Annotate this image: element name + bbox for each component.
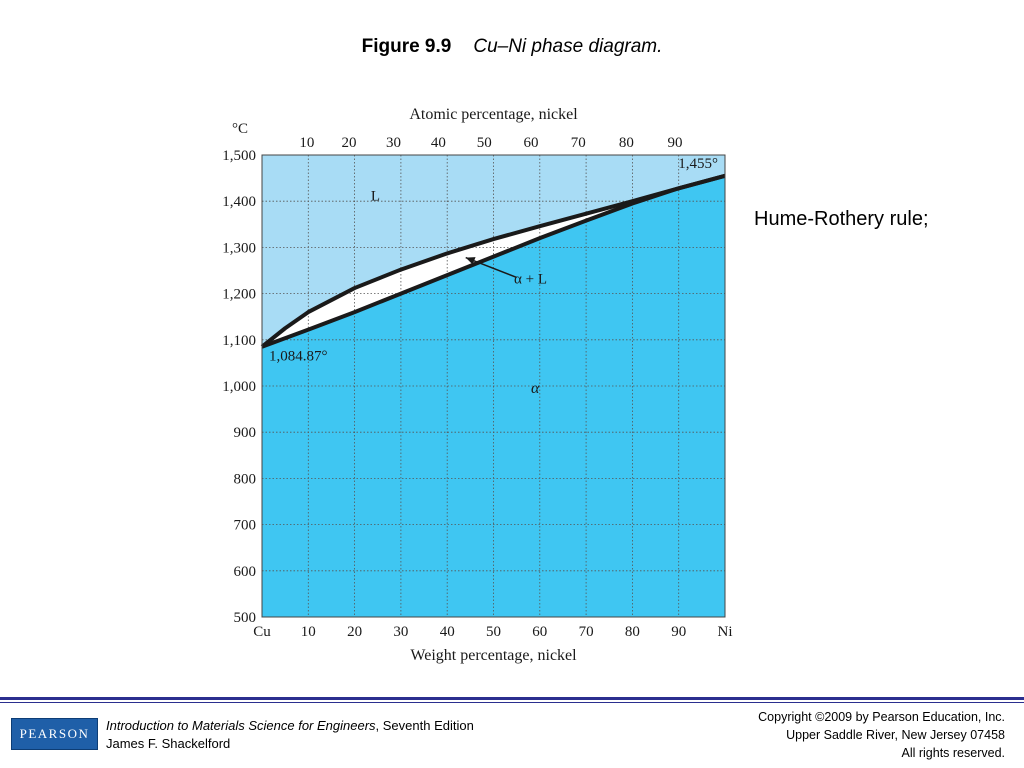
y-tick-label: 900 [234,425,257,441]
top-tick-label: 90 [667,135,682,151]
top-axis-label: Atomic percentage, nickel [409,106,578,123]
top-tick-label: 40 [431,135,446,151]
x-tick-label: Cu [253,624,271,640]
book-info: Introduction to Materials Science for En… [106,717,474,753]
footer-divider-thin [0,702,1024,703]
x-tick-label: 50 [486,624,501,640]
top-tick-label: 80 [619,135,634,151]
y-tick-label: 500 [234,610,257,626]
two-phase-arrowhead [465,257,476,265]
copyright-line: Copyright ©2009 by Pearson Education, In… [758,710,1005,724]
axis-labels: 500 600 700 800 900 1,000 1,100 1,200 1,300 1,400… [222,106,732,664]
figure-caption: Cu–Ni phase diagram. [473,36,663,57]
y-axis-unit: °C [232,121,248,137]
pearson-logo: PEARSON [11,718,98,750]
y-tick-label: 1,200 [222,287,256,303]
rights-line: All rights reserved. [901,746,1005,760]
x-tick-label: 20 [347,624,362,640]
figure-number: Figure 9.9 [361,36,452,57]
x-tick-label: 90 [671,624,686,640]
plot-area [260,154,726,618]
x-tick-label: 60 [532,624,547,640]
y-tick-label: 1,400 [222,194,256,210]
y-tick-label: 600 [234,564,257,580]
footer-divider [0,697,1024,700]
solid-alpha-region [262,175,725,617]
y-tick-label: 1,300 [222,240,256,256]
y-tick-label: 1,500 [222,148,256,164]
y-tick-label: 1,100 [222,333,256,349]
phase-diagram: 500 600 700 800 900 1,000 1,100 1,200 1,300 1,400… [222,106,732,664]
slide-title: Figure 9.9 Cu–Ni phase diagram. [0,36,1024,58]
copyright-block: Copyright ©2009 by Pearson Education, In… [758,708,1005,762]
alpha-label: α [531,380,540,397]
plot-border [261,154,726,618]
x-tick-label: 30 [393,624,408,640]
two-phase-arrow [465,256,517,279]
liquid-label: L [371,188,380,204]
x-tick-label: 70 [579,624,594,640]
book-title: Introduction to Materials Science for En… [106,718,376,733]
cu-melting-label: 1,084.87° [269,349,328,365]
side-note: Hume-Rothery rule; [754,208,929,230]
x-axis-label: Weight percentage, nickel [410,647,577,664]
book-edition: , Seventh Edition [375,718,474,733]
y-tick-label: 700 [234,518,257,534]
top-tick-label: 50 [477,135,492,151]
solidus-line [261,173,726,349]
top-tick-label: 10 [299,135,314,151]
x-tick-label: 40 [440,624,455,640]
x-tick-label: Ni [718,624,733,640]
top-tick-label: 60 [524,135,539,151]
top-tick-label: 70 [571,135,586,151]
two-phase-label: α + L [514,271,547,287]
y-tick-label: 800 [234,471,257,487]
y-tick-label: 1,000 [222,379,256,395]
publisher-address: Upper Saddle River, New Jersey 07458 [786,728,1005,742]
book-author: James F. Shackelford [106,736,231,751]
top-tick-label: 20 [342,135,357,151]
x-tick-label: 10 [301,624,316,640]
top-tick-label: 30 [386,135,401,151]
x-tick-label: 80 [625,624,640,640]
ni-melting-label: 1,455° [678,156,718,172]
